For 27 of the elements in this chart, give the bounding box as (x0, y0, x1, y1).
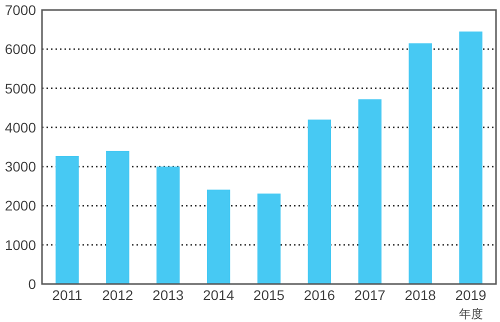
x-tick-label: 2015 (253, 287, 285, 303)
y-tick-label: 7000 (4, 2, 36, 18)
x-tick-label: 2011 (52, 287, 82, 303)
bar (156, 166, 180, 284)
bar (358, 99, 382, 284)
x-tick-label: 2018 (404, 287, 436, 303)
y-tick-label: 0 (28, 276, 36, 292)
y-tick-label: 5000 (4, 80, 36, 96)
x-tick-label: 2013 (152, 287, 184, 303)
x-tick-label: 2017 (354, 287, 386, 303)
y-tick-label: 6000 (4, 41, 36, 58)
bar (56, 156, 79, 284)
bar (257, 194, 281, 284)
x-tick-label: 2016 (304, 287, 336, 303)
y-tick-label: 2000 (4, 198, 36, 214)
bar (459, 32, 482, 284)
bar (408, 43, 432, 284)
bar (206, 190, 230, 284)
x-tick-label: 2014 (202, 287, 234, 303)
bar (106, 150, 130, 284)
y-tick-label: 4000 (4, 119, 36, 136)
y-tick-label: 3000 (4, 158, 36, 175)
x-axis-title: 年度 (458, 307, 483, 321)
x-tick-label: 2012 (102, 287, 134, 303)
x-tick-label: 2019 (455, 287, 487, 303)
y-tick-label: 1000 (4, 236, 36, 253)
bar (308, 120, 332, 284)
